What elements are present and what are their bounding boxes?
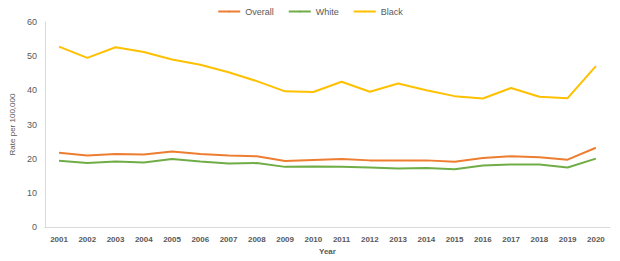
svg-text:2016: 2016 [474,235,492,244]
svg-text:2010: 2010 [304,235,322,244]
svg-text:2008: 2008 [248,235,266,244]
svg-text:2011: 2011 [333,235,351,244]
svg-text:40: 40 [27,85,37,95]
svg-text:2001: 2001 [50,235,68,244]
svg-text:Year: Year [319,247,336,256]
svg-text:2005: 2005 [163,235,181,244]
svg-text:2007: 2007 [220,235,238,244]
svg-text:2004: 2004 [135,235,153,244]
svg-text:2018: 2018 [530,235,548,244]
svg-text:0: 0 [32,222,37,232]
svg-text:2014: 2014 [417,235,435,244]
svg-text:2017: 2017 [502,235,520,244]
svg-text:2015: 2015 [446,235,464,244]
svg-text:Overall: Overall [245,7,274,17]
svg-text:2003: 2003 [107,235,125,244]
svg-text:10: 10 [27,188,37,198]
svg-text:60: 60 [27,17,37,27]
svg-text:50: 50 [27,51,37,61]
svg-text:Rate per 100,000: Rate per 100,000 [8,93,17,155]
svg-text:2006: 2006 [191,235,209,244]
svg-text:2019: 2019 [559,235,577,244]
svg-text:White: White [316,7,339,17]
svg-text:2002: 2002 [78,235,96,244]
svg-text:2009: 2009 [276,235,294,244]
svg-text:2012: 2012 [361,235,379,244]
svg-text:Black: Black [381,7,404,17]
svg-text:2013: 2013 [389,235,407,244]
svg-text:30: 30 [27,120,37,130]
svg-text:2020: 2020 [587,235,605,244]
svg-text:20: 20 [27,154,37,164]
